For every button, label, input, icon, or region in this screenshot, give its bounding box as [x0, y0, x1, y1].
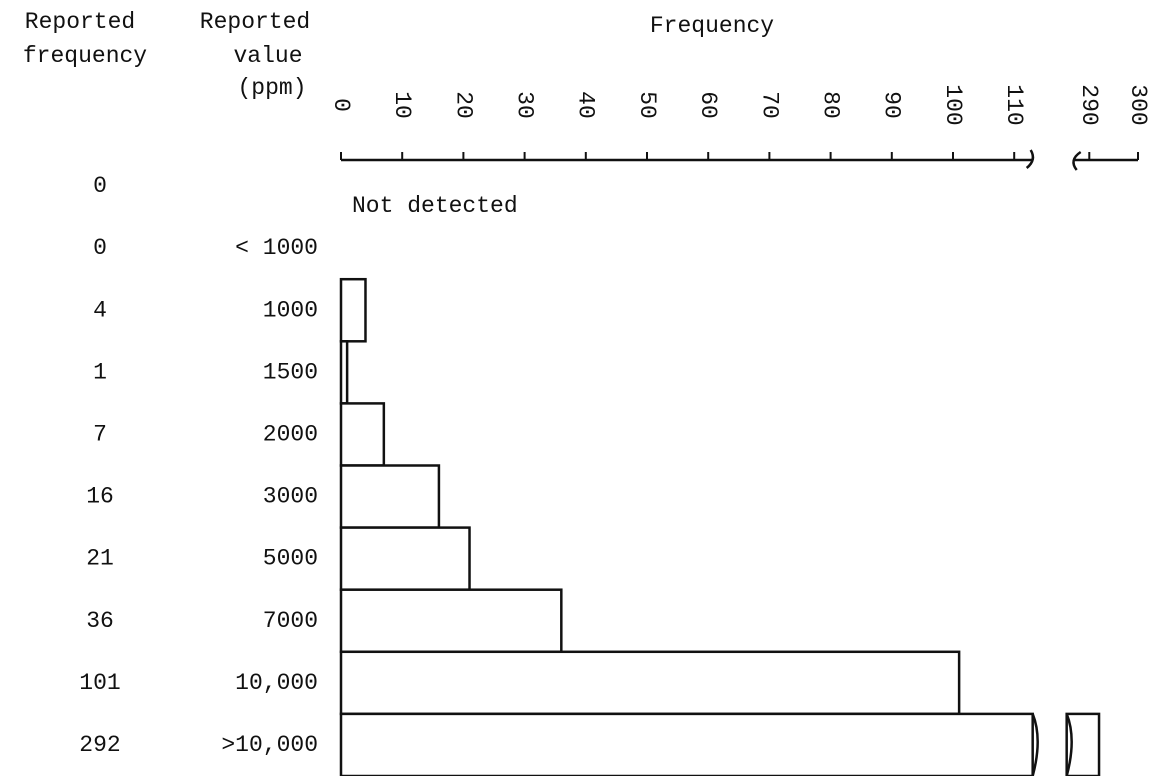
frequency-label: 1 — [93, 359, 107, 385]
x-tick-label: 90 — [879, 91, 905, 119]
category-label: 7000 — [263, 608, 318, 634]
value-header: value — [233, 43, 302, 69]
category-label: < 1000 — [235, 235, 318, 261]
x-tick-label: 20 — [450, 91, 476, 119]
bar — [339, 526, 471, 591]
x-tick-label: 300 — [1125, 84, 1151, 125]
frequency-label: 292 — [79, 732, 120, 758]
frequency-label: 4 — [93, 297, 107, 323]
x-tick-label: 100 — [940, 84, 966, 125]
x-tick-label: 10 — [389, 91, 415, 119]
value-header: Reported — [200, 9, 310, 35]
x-tick-label: 60 — [695, 91, 721, 119]
category-label: 1500 — [263, 359, 318, 385]
frequency-label: 0 — [93, 173, 107, 199]
category-label: 10,000 — [235, 670, 318, 696]
frequency-header: Reported — [25, 9, 135, 35]
frequency-label: 16 — [86, 484, 114, 510]
x-tick-label: 290 — [1076, 84, 1102, 125]
frequency-header: frequency — [23, 43, 147, 69]
axis-break — [1025, 149, 1082, 171]
bar — [339, 277, 367, 343]
bar — [339, 650, 961, 716]
x-tick-label: 110 — [1001, 84, 1027, 125]
frequency-label: 0 — [93, 235, 107, 261]
x-tick-label: 80 — [818, 91, 844, 119]
category-label: 5000 — [263, 546, 318, 572]
category-label: >10,000 — [221, 732, 318, 758]
frequency-label: 7 — [93, 422, 107, 448]
bar — [339, 340, 349, 405]
x-tick-label: 50 — [634, 91, 660, 119]
bar — [339, 402, 386, 467]
value-header: (ppm) — [237, 75, 306, 101]
category-label: 3000 — [263, 484, 318, 510]
x-tick-label: 40 — [573, 91, 599, 119]
frequency-label: 21 — [86, 546, 114, 572]
x-tick-label: 70 — [756, 91, 782, 119]
bar-break — [1031, 713, 1073, 776]
bar — [339, 712, 1034, 776]
x-axis-title: Frequency — [650, 13, 774, 39]
frequency-label: 36 — [86, 608, 114, 634]
frequency-label: 101 — [79, 670, 120, 696]
x-tick-label: 0 — [328, 98, 354, 112]
x-tick-label: 30 — [512, 91, 538, 119]
category-label: Not detected — [352, 193, 518, 219]
bar — [339, 588, 563, 654]
category-label: 2000 — [263, 422, 318, 448]
bar — [339, 464, 441, 529]
category-label: 1000 — [263, 297, 318, 323]
